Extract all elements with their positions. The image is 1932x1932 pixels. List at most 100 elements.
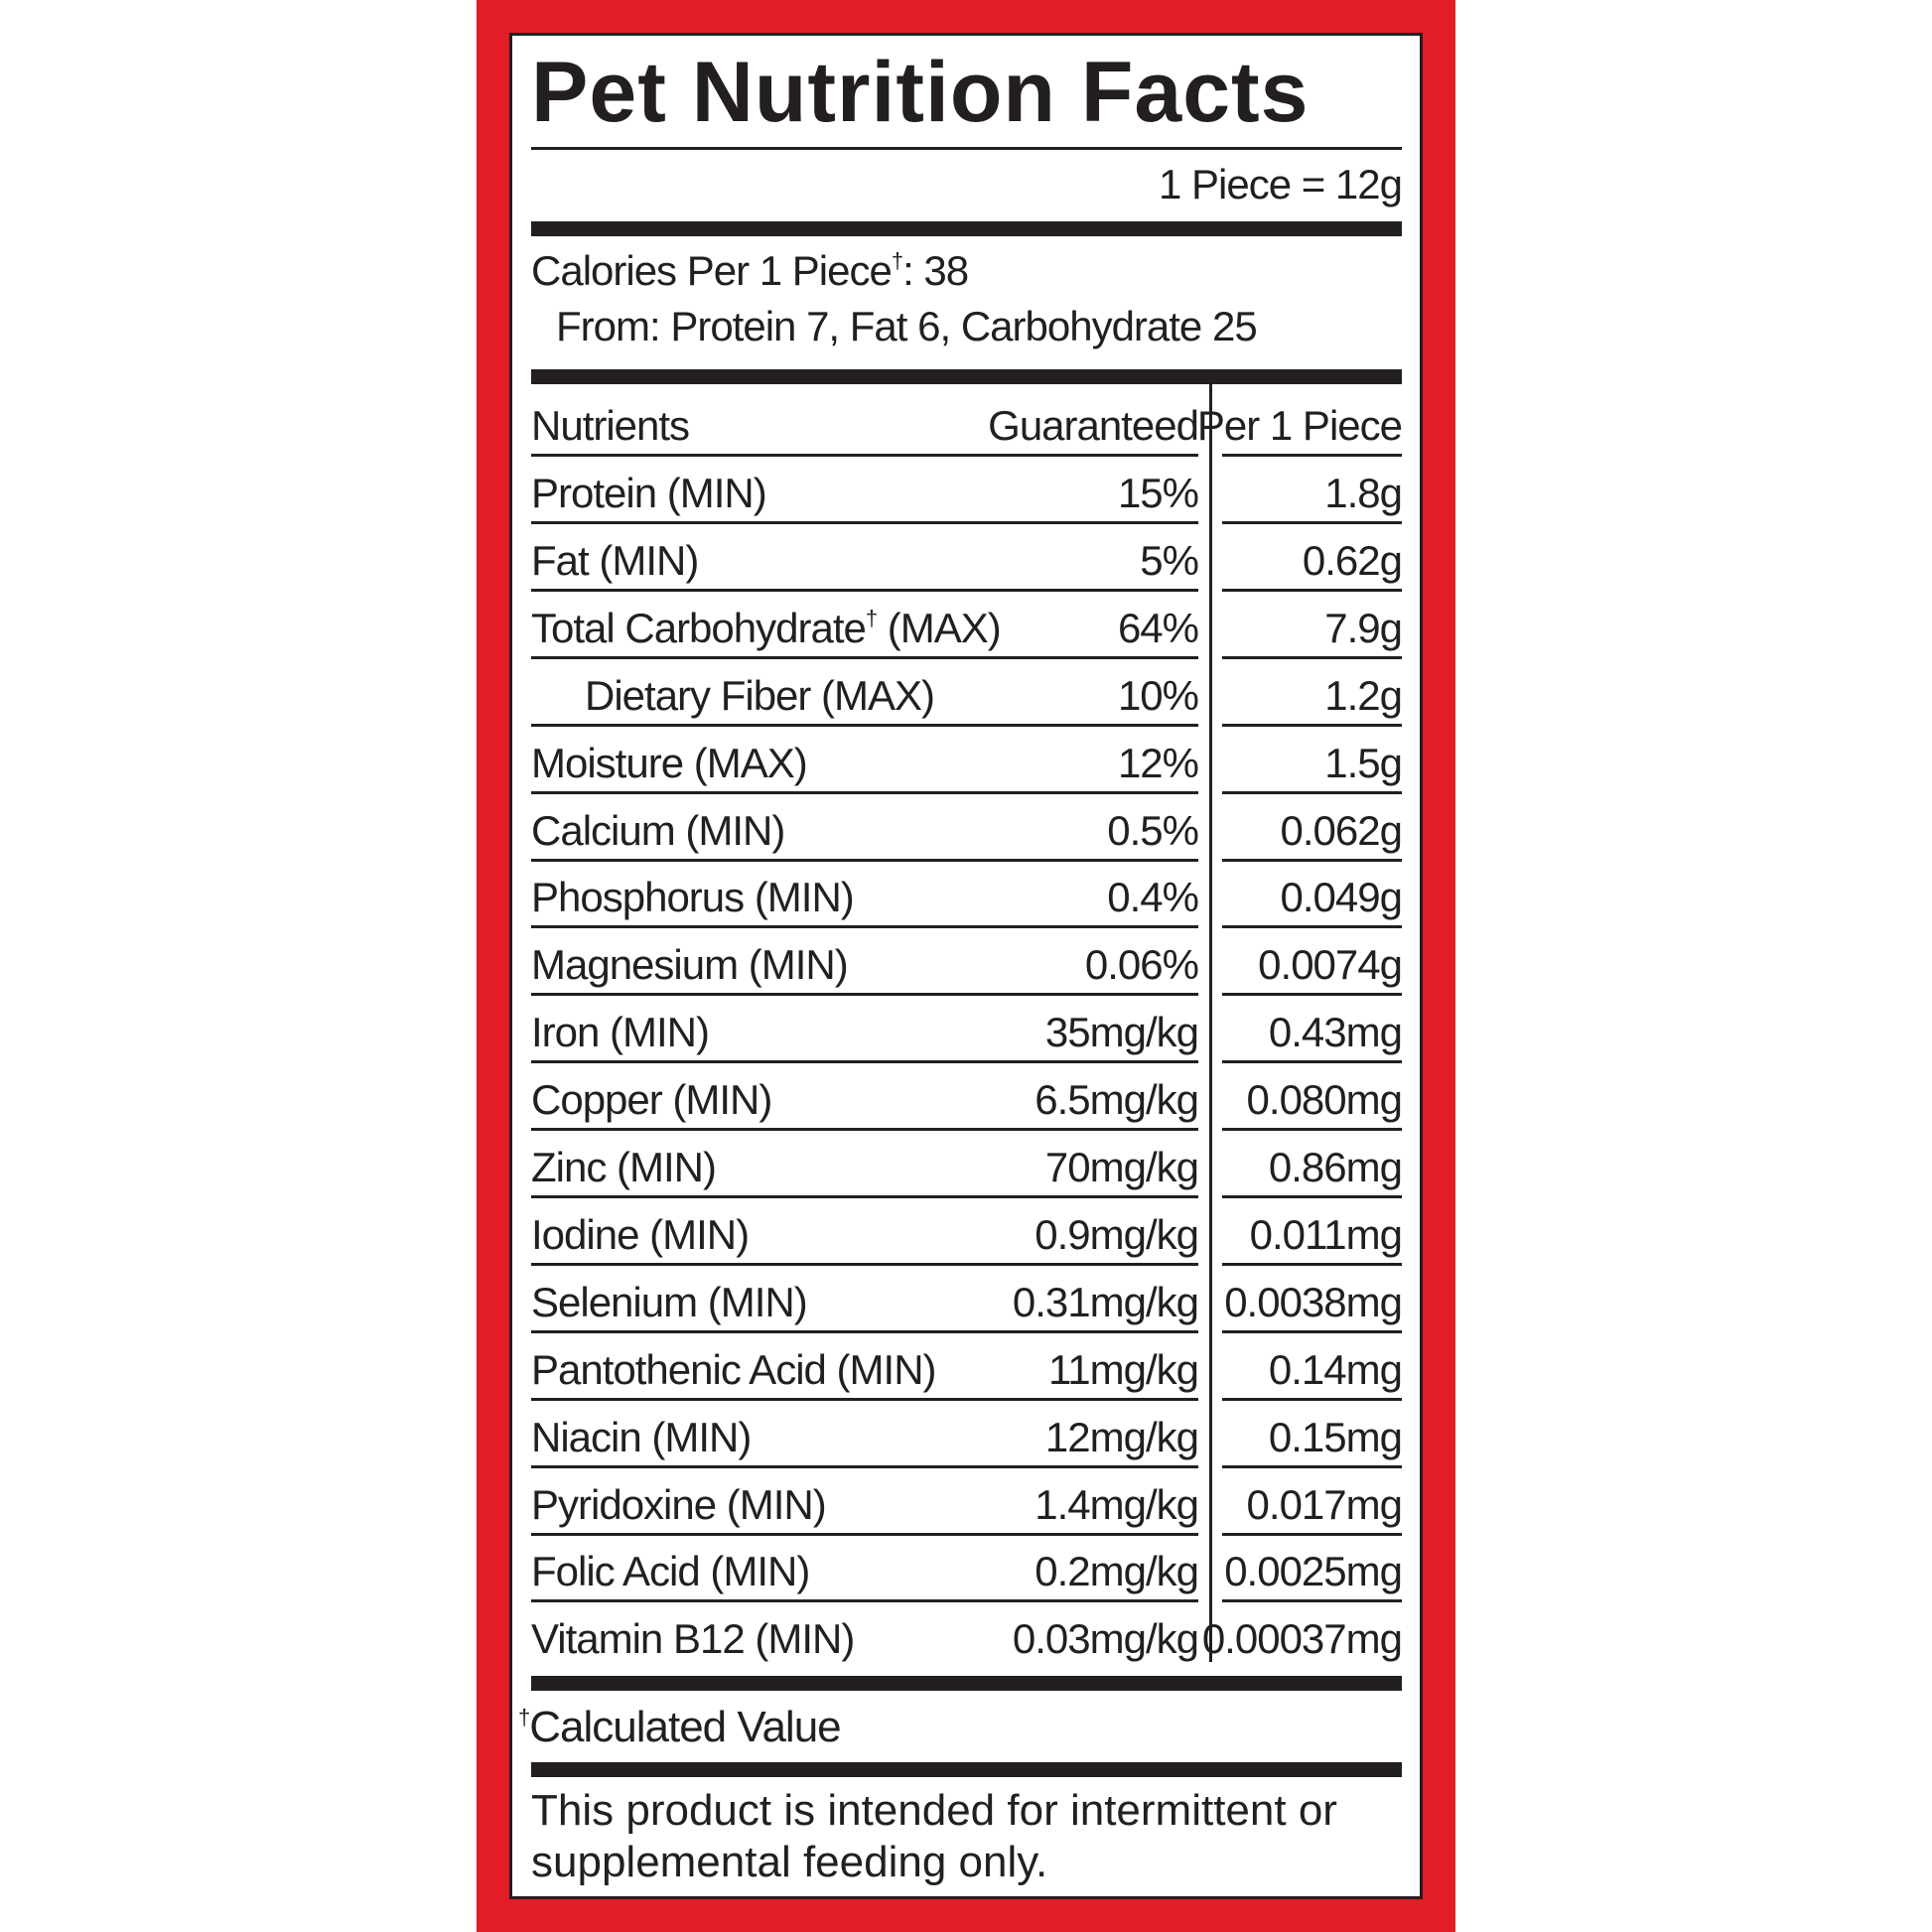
table-row: Folic Acid (MIN) 0.2mg/kg 0.0025mg [531,1535,1403,1603]
per-piece-value: 0.011mg [1249,1210,1403,1258]
nutrient-label: Phosphorus (MIN) [531,874,855,921]
nutrition-label [509,33,1423,1899]
row-rule [1222,1195,1402,1198]
nutrient-name: Iron (MIN) [531,1008,710,1057]
divider-thick [531,1676,1402,1691]
table-row: Pantothenic Acid (MIN) 11mg/kg 0.14mg [531,1333,1403,1401]
divider-thick [531,369,1402,384]
nutrient-name: Protein (MIN) [531,469,767,518]
table-row: Iodine (MIN) 0.9mg/kg 0.011mg [531,1198,1403,1266]
per-piece-value: 0.062g [1280,806,1403,854]
dagger: † [891,248,903,273]
row-rule [1222,1060,1402,1064]
row-rule [1222,993,1402,997]
header-nutrients: Nutrients [531,402,690,449]
row-rule [1222,1262,1402,1266]
nutrient-name: Selenium (MIN) [531,1278,808,1327]
guaranteed-value: 35mg/kg [1044,1009,1199,1056]
per-piece-value: 0.049g [1280,874,1403,921]
nutrient-label: Vitamin B12 (MIN) [531,1615,855,1663]
table-row: Iron (MIN) 35mg/kg 0.43mg [531,996,1403,1064]
row-rule [531,1195,1198,1198]
nutrient-label: Folic Acid (MIN) [531,1548,810,1595]
serving-size: 1 Piece = 12g [1158,161,1403,207]
nutrient-name: Folic Acid (MIN) [531,1547,810,1596]
table-row: Calcium (MIN) 0.5% 0.062g [531,794,1403,862]
row-rule [1222,521,1402,524]
nutrient-name: Vitamin B12 (MIN) [531,1614,855,1664]
row-rule [531,1329,1198,1333]
guaranteed-value: 0.9mg/kg [1035,1210,1199,1258]
nutrient-name: Copper (MIN) [531,1075,772,1125]
row-rule [1222,1532,1402,1536]
label-title: Pet Nutrition Facts [531,45,1310,140]
row-rule [531,1532,1198,1536]
nutrient-name: Iodine (MIN) [531,1210,750,1260]
per-piece-value: 0.43mg [1268,1009,1403,1056]
per-piece-value: 0.080mg [1246,1076,1403,1124]
per-piece-value: 0.14mg [1268,1345,1403,1393]
table-row: Phosphorus (MIN) 0.4% 0.049g [531,861,1403,929]
divider-thick [531,1762,1402,1777]
nutrient-name: Moisture (MAX) [531,739,808,788]
row-rule [1222,1128,1402,1132]
nutrient-label: Calcium (MIN) [531,806,785,854]
nutrient-name: Fat (MIN) [531,536,699,586]
footnote: †Calculated Value [518,1703,842,1752]
calories-value: : 38 [902,247,969,294]
nutrient-label: Fat (MIN) [531,536,699,584]
divider [531,147,1402,150]
table-row: Protein (MIN) 15% 1.8g [531,457,1403,524]
nutrient-name: Dietary Fiber (MAX) [585,671,935,721]
per-piece-value: 0.86mg [1268,1144,1403,1190]
nutrient-name: Pyridoxine (MIN) [531,1480,827,1530]
nutrient-label: Pantothenic Acid (MIN) [531,1345,937,1393]
calories-from: From: Protein 7, Fat 6, Carbohydrate 25 [556,303,1258,349]
nutrient-label: Magnesium (MIN) [531,941,849,989]
guaranteed-value: 0.4% [1107,874,1199,921]
table-row: Dietary Fiber (MAX) 10% 1.2g [531,659,1403,727]
table-row: Zinc (MIN) 70mg/kg 0.86mg [531,1131,1403,1198]
header-guaranteed: Guaranteed [988,402,1199,449]
row-rule [1222,1397,1402,1401]
table-row: Total Carbohydrate† (MAX) 64% 7.9g [531,592,1403,659]
row-rule [1222,1599,1402,1603]
per-piece-value: 0.62g [1302,536,1403,584]
nutrient-name: Magnesium (MIN) [531,940,849,990]
guaranteed-value: 10% [1117,671,1199,719]
per-piece-value: 0.0038mg [1224,1278,1403,1325]
guaranteed-value: 1.4mg/kg [1035,1480,1199,1528]
guaranteed-value: 0.2mg/kg [1035,1548,1199,1595]
table-row: Niacin (MIN) 12mg/kg 0.15mg [531,1401,1403,1468]
row-rule [531,858,1198,862]
row-rule [531,1128,1198,1132]
row-rule [531,723,1198,727]
row-rule [1222,1464,1402,1468]
row-rule [531,1262,1198,1266]
guaranteed-value: 6.5mg/kg [1035,1076,1199,1124]
nutrient-label: Copper (MIN) [531,1076,772,1124]
guaranteed-value: 11mg/kg [1048,1345,1199,1393]
table-row: Pyridoxine (MIN) 1.4mg/kg 0.017mg [531,1468,1403,1536]
nutrient-name: Total Carbohydrate† (MAX) [531,604,1002,653]
row-rule [1222,454,1402,457]
dagger: † [865,605,878,630]
table-row: Fat (MIN) 5% 0.62g [531,524,1403,592]
per-piece-value: 1.8g [1324,470,1403,516]
row-rule [531,790,1198,794]
guaranteed-value: 12mg/kg [1044,1413,1199,1460]
nutrient-name: Phosphorus (MIN) [531,873,855,922]
row-rule [1222,858,1402,862]
row-rule [531,454,1198,457]
row-rule [531,993,1198,997]
per-piece-value: 1.5g [1324,739,1403,786]
row-rule [531,655,1198,659]
nutrient-label: Moisture (MAX) [531,739,808,786]
nutrient-suffix: (MAX) [877,604,1002,651]
row-rule [1222,588,1402,592]
row-rule [1222,925,1402,929]
table-row: Vitamin B12 (MIN) 0.03mg/kg 0.00037mg [531,1602,1403,1670]
table-row: Moisture (MAX) 12% 1.5g [531,727,1403,794]
per-piece-value: 0.00037mg [1201,1615,1403,1663]
per-piece-value: 0.017mg [1246,1480,1403,1528]
